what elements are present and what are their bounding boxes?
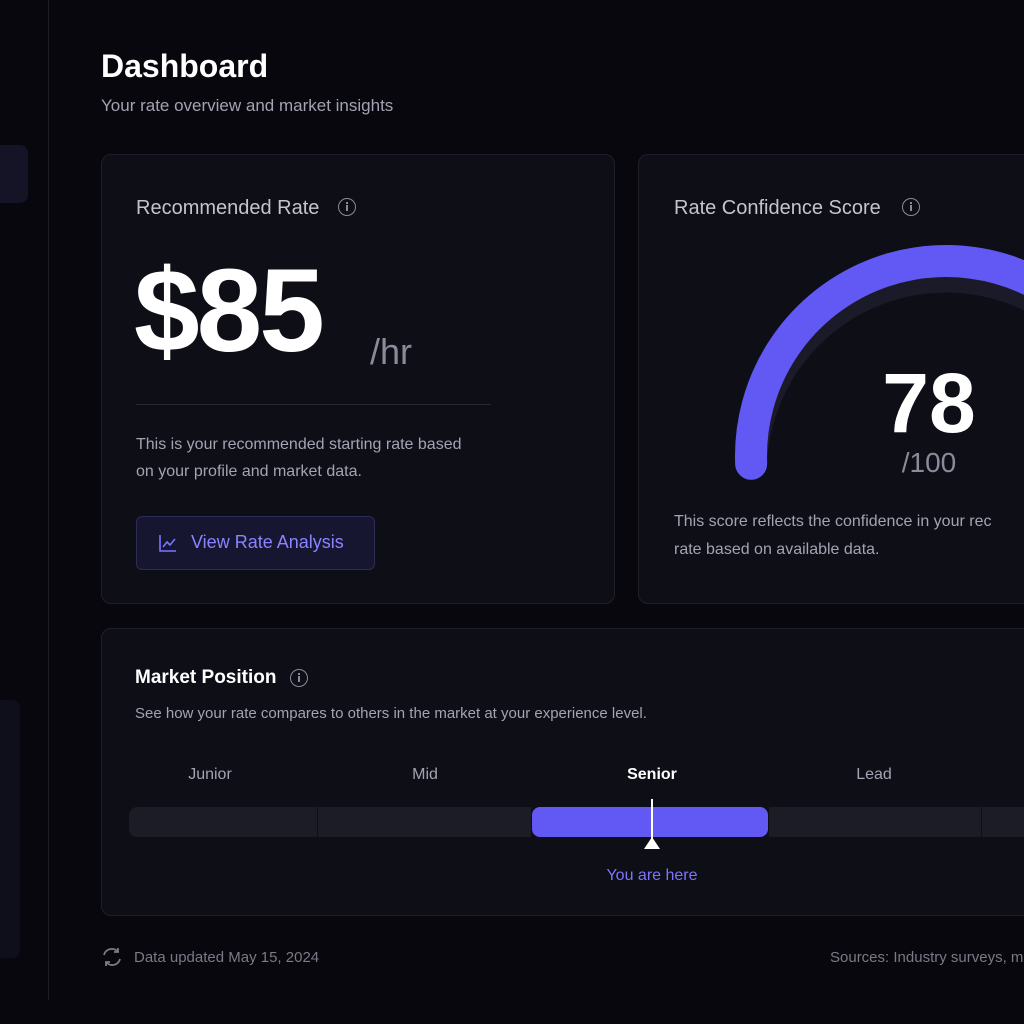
refresh-icon[interactable] xyxy=(101,946,123,968)
rate-amount: $85 xyxy=(134,245,325,377)
button-label: View Rate Analysis xyxy=(191,532,344,552)
level-segment xyxy=(532,807,768,837)
sidebar-panel xyxy=(0,700,20,958)
confidence-card: Rate Confidence Score 78 /100 This score… xyxy=(638,154,1024,604)
gauge-arc xyxy=(735,245,1024,480)
updated-note: Data updated May 15, 2024 xyxy=(134,949,320,966)
level-segment xyxy=(982,807,1024,837)
description-line: This score reflects the confidence in yo… xyxy=(674,513,992,530)
sources-label: Sources: xyxy=(830,949,890,966)
rate-description: This is your recommended starting rate b… xyxy=(136,436,462,480)
level-label: Junior xyxy=(188,766,232,783)
level-segment xyxy=(129,807,317,837)
page-subtitle: Your rate overview and market insights xyxy=(101,96,394,115)
score-max: /100 xyxy=(901,447,957,478)
position-marker xyxy=(651,799,653,841)
level-track: Junior Mid Senior Lead xyxy=(102,629,1024,915)
info-icon[interactable] xyxy=(338,198,356,216)
level-segment xyxy=(769,807,981,837)
card-title: Market Position xyxy=(135,667,277,688)
description-line: rate based on available data. xyxy=(674,541,880,558)
card-title: Rate Confidence Score xyxy=(674,197,881,219)
level-label: Mid xyxy=(412,766,438,783)
level-label: Lead xyxy=(856,766,892,783)
view-analysis-button[interactable]: View Rate Analysis xyxy=(136,516,375,570)
sources-value: Industry surveys, m xyxy=(893,949,1024,966)
level-label: Senior xyxy=(627,766,677,783)
page-title: Dashboard xyxy=(101,48,269,84)
card-title: Recommended Rate xyxy=(136,197,320,219)
score-description: This score reflects the confidence in yo… xyxy=(674,508,1024,564)
info-icon[interactable] xyxy=(902,198,920,216)
sources-note: Sources: Industry surveys, m xyxy=(830,949,1023,966)
gauge xyxy=(735,245,1024,480)
market-card: Market Position See how your rate compar… xyxy=(101,628,1024,916)
market-description: See how your rate compares to others in … xyxy=(135,705,647,722)
score-value: 78 xyxy=(882,356,976,450)
rate-card: Recommended Rate $85 /hr This is your re… xyxy=(101,154,615,604)
divider xyxy=(136,404,491,405)
marker-label: You are here xyxy=(606,867,698,884)
sidebar-item[interactable] xyxy=(0,145,28,203)
chart-icon xyxy=(159,535,176,552)
info-icon[interactable] xyxy=(290,669,308,687)
marker-arrow xyxy=(644,837,660,849)
rate-unit: /hr xyxy=(370,331,413,372)
sidebar-border xyxy=(48,0,49,1000)
level-segment xyxy=(318,807,531,837)
